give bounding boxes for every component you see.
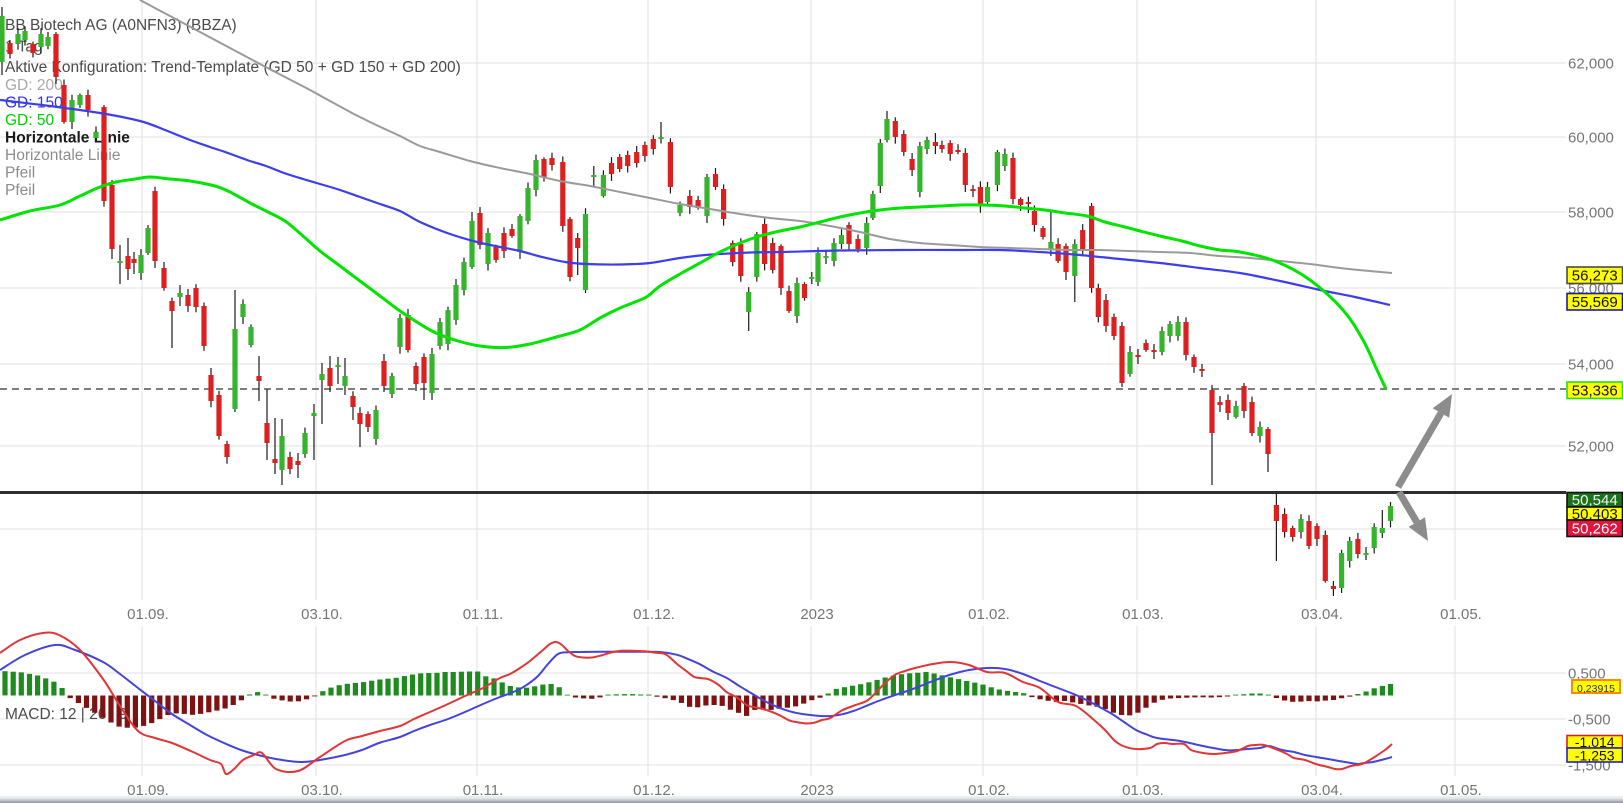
svg-text:01.09.: 01.09. — [127, 782, 169, 799]
svg-text:Horizontale Linie: Horizontale Linie — [5, 130, 130, 147]
svg-text:01.11.: 01.11. — [463, 606, 504, 623]
svg-text:2023: 2023 — [800, 782, 833, 799]
svg-text:0,23915: 0,23915 — [1577, 683, 1615, 695]
svg-text:BB Biotech AG (A0NFN3) (BBZA): BB Biotech AG (A0NFN3) (BBZA) — [5, 17, 237, 34]
svg-text:2023: 2023 — [800, 606, 833, 623]
svg-text:52,000: 52,000 — [1568, 439, 1614, 456]
svg-text:01.11.: 01.11. — [463, 782, 504, 799]
svg-text:03.04.: 03.04. — [1301, 782, 1343, 799]
svg-text:62,000: 62,000 — [1568, 56, 1614, 73]
svg-text:Pfeil: Pfeil — [5, 182, 35, 199]
svg-text:01.03.: 01.03. — [1122, 606, 1164, 623]
svg-text:58,000: 58,000 — [1568, 205, 1614, 222]
svg-text:50,403: 50,403 — [1572, 506, 1618, 523]
svg-text:01.02.: 01.02. — [968, 606, 1010, 623]
svg-text:Horizontale Linie: Horizontale Linie — [5, 147, 120, 164]
svg-text:01.12.: 01.12. — [633, 782, 675, 799]
svg-text:Aktive Konfiguration: Trend-Te: Aktive Konfiguration: Trend-Template (GD… — [5, 59, 461, 76]
svg-text:53,336: 53,336 — [1572, 383, 1618, 400]
svg-text:01.03.: 01.03. — [1122, 782, 1164, 799]
svg-text:Pfeil: Pfeil — [5, 165, 35, 182]
svg-text:GD: 200: GD: 200 — [5, 77, 63, 94]
svg-text:60,000: 60,000 — [1568, 130, 1614, 147]
svg-text:01.05.: 01.05. — [1440, 782, 1482, 799]
svg-text:01.12.: 01.12. — [633, 606, 675, 623]
svg-text:-0,500: -0,500 — [1568, 712, 1611, 729]
svg-text:03.04.: 03.04. — [1301, 606, 1343, 623]
svg-text:03.10.: 03.10. — [301, 606, 343, 623]
svg-text:54,000: 54,000 — [1568, 357, 1614, 374]
svg-text:0,500: 0,500 — [1568, 666, 1606, 683]
svg-text:03.10.: 03.10. — [301, 782, 343, 799]
svg-text:56,273: 56,273 — [1572, 268, 1618, 285]
svg-text:01.02.: 01.02. — [968, 782, 1010, 799]
svg-text:01.05.: 01.05. — [1440, 606, 1482, 623]
svg-text:50,262: 50,262 — [1572, 521, 1618, 538]
svg-text:GD: 50: GD: 50 — [5, 112, 54, 129]
svg-text:-1,253: -1,253 — [1575, 747, 1615, 763]
svg-text:-1,014: -1,014 — [1575, 734, 1615, 750]
svg-text:50,544: 50,544 — [1572, 492, 1618, 509]
svg-text:55,569: 55,569 — [1572, 294, 1618, 311]
svg-text:01.09.: 01.09. — [127, 606, 169, 623]
